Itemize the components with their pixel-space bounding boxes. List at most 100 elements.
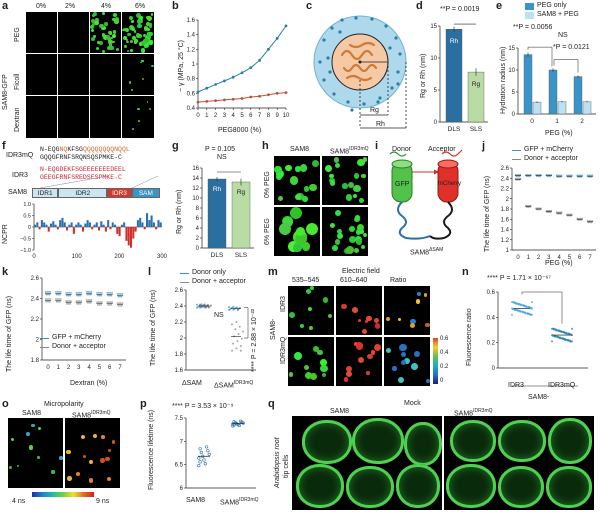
chart-k-point	[59, 298, 62, 300]
chart-p-point	[197, 456, 201, 460]
chart-k-point	[75, 300, 78, 302]
condensate-droplet	[304, 186, 310, 192]
condensate-droplet	[403, 357, 411, 365]
ncpr-xtick-label: 200	[114, 254, 125, 260]
condensate-droplet	[386, 317, 391, 322]
chart-l-point	[210, 304, 212, 307]
domain-idr2: IDR2	[58, 188, 108, 198]
l-x1: ΔSAM	[182, 380, 202, 387]
chart-k-point	[87, 290, 90, 293]
m-side: SAM8-	[270, 318, 277, 340]
chart-j-point	[566, 213, 568, 216]
condensate-droplet	[102, 33, 106, 37]
condensate-droplet	[59, 456, 63, 460]
chart-b-point	[196, 100, 200, 104]
chart-j-point	[560, 211, 563, 214]
condensate-droplet	[142, 34, 147, 38]
i-mcherry: mCherry	[438, 181, 462, 187]
chart-k-ytick-label: 1.8	[31, 358, 40, 364]
condensate-droplet	[288, 311, 295, 318]
solvent-dot	[326, 56, 330, 60]
chart-j-point	[514, 174, 517, 176]
chart-b-point	[267, 47, 270, 51]
chart-g-bar-label: Rh	[213, 186, 222, 193]
solvent-dot	[322, 38, 326, 42]
ncpr-bar	[40, 220, 43, 227]
chart-j-point	[579, 217, 582, 220]
condensate-droplet	[279, 223, 292, 235]
condensate-droplet	[105, 456, 110, 462]
polymer-coil	[342, 63, 378, 73]
ncpr-bar	[118, 227, 121, 237]
condensate-droplet	[385, 347, 391, 353]
condensate-droplet	[360, 244, 366, 250]
solvent-dot	[350, 108, 354, 112]
condensate-droplet	[113, 30, 117, 34]
chart-k-point	[120, 295, 123, 298]
solvent-dot	[354, 16, 358, 20]
condensate-droplet	[355, 229, 362, 235]
l-x2: ΔSAMIDR3mQ	[214, 380, 254, 390]
chart-j-point	[538, 174, 541, 176]
chart-g: 0 2 4 6 8 10 12 14 16 Rh DLS Rg SLS	[192, 166, 254, 259]
condensate-droplet	[37, 456, 40, 459]
condensate-droplet	[348, 225, 355, 233]
condensate-droplet	[115, 18, 120, 22]
panel-c-label: c	[306, 0, 313, 12]
condensate-droplet	[146, 100, 149, 103]
chart-j-point	[560, 174, 563, 177]
chart-b-point	[205, 100, 209, 103]
chart-k-point	[77, 300, 79, 302]
q-title: Mock	[404, 400, 421, 407]
chart-k-point	[54, 298, 57, 300]
panel-d-label: d	[416, 0, 423, 12]
ncpr-bar	[66, 227, 69, 231]
root-cell	[548, 418, 592, 464]
root-cell	[396, 464, 440, 508]
fret-schematic	[389, 149, 463, 240]
micrograph-grid-q	[292, 416, 594, 510]
chart-j-point	[578, 217, 580, 220]
condensate-droplet	[320, 359, 328, 366]
chart-l-point	[206, 303, 209, 306]
chart-b-ytick-label: 1.2	[187, 47, 196, 53]
chart-k-point	[57, 293, 60, 296]
chart-k-point	[66, 294, 68, 297]
chart-n-point	[518, 303, 520, 306]
chart-ncpr: 1.00.50−0.5−1.00 100 200 300	[20, 202, 168, 260]
col-0pct: 0%	[36, 3, 47, 10]
chart-l-point	[239, 345, 242, 347]
chart-k-point	[90, 290, 93, 293]
solvent-dot	[378, 96, 382, 100]
condensate-droplet	[292, 243, 302, 253]
chart-j-ytick-label: 2	[506, 197, 510, 203]
root-cell	[302, 420, 352, 464]
chart-k-point	[99, 291, 102, 294]
chart-k-point	[78, 291, 81, 294]
chart-j-point	[567, 213, 570, 216]
chart-n-point	[553, 328, 555, 331]
chart-k-point	[70, 300, 72, 302]
chart-j-point	[591, 220, 594, 222]
chart-g-ytick-label: 10	[192, 196, 199, 202]
chart-l-point	[238, 325, 241, 328]
condensate-droplet	[320, 364, 328, 373]
solvent-dot	[338, 30, 342, 34]
ncpr-bar	[36, 222, 39, 227]
chart-b-xtick-label: 8	[267, 113, 271, 119]
ncpr-bar	[61, 217, 64, 227]
solvent-dot	[362, 102, 366, 106]
condensate-droplet	[294, 351, 303, 360]
condensate-droplet	[148, 23, 153, 28]
m-scale-02: 0.2	[440, 364, 449, 370]
chart-j-point	[529, 204, 532, 207]
condensate-droplet	[108, 40, 113, 45]
chart-n-point	[531, 301, 533, 304]
chart-j-point	[555, 174, 558, 177]
condensate-droplet	[370, 350, 376, 355]
condensate-droplet	[131, 19, 135, 23]
chart-n-point	[511, 313, 513, 316]
condensate-droplet	[309, 184, 317, 192]
chart-k-point	[106, 291, 109, 294]
condensate-droplet	[108, 449, 112, 453]
